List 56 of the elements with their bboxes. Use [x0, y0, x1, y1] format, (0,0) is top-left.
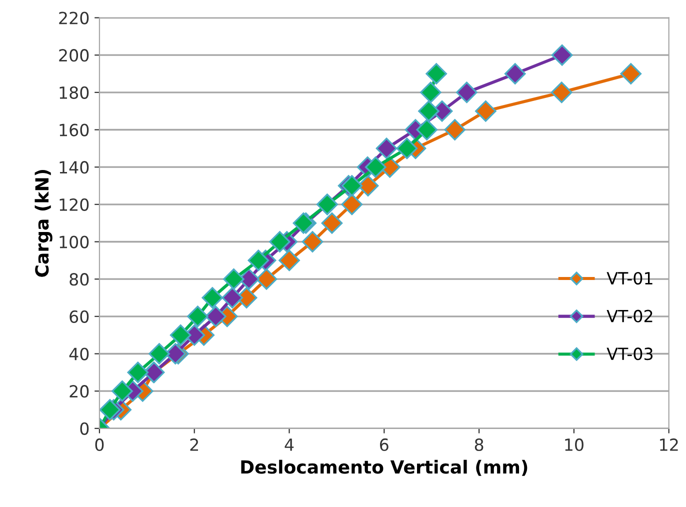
point: [202, 287, 224, 308]
point: [127, 362, 149, 384]
point: [426, 63, 448, 84]
legend-label: VT-03: [606, 348, 653, 360]
legend-label: VT-01: [606, 272, 652, 285]
y-tick-label: 0: [80, 422, 89, 435]
y-axis-title: Carga (kN): [34, 170, 52, 277]
point: [456, 82, 478, 104]
point: [248, 250, 270, 272]
point: [364, 156, 386, 178]
point: [222, 287, 243, 308]
x-axis-title: Deslocamento Vertical (mm): [241, 460, 528, 476]
point: [550, 82, 572, 104]
point: [99, 399, 121, 420]
x-tick-label: 4: [284, 438, 294, 451]
point: [620, 63, 642, 84]
point: [256, 268, 278, 290]
point: [321, 212, 343, 234]
x-tick-label: 8: [474, 438, 484, 452]
y-tick-label: 180: [60, 86, 89, 99]
x-tick-label: 10: [565, 438, 584, 452]
point: [420, 82, 442, 104]
point: [187, 306, 208, 328]
point: [396, 138, 418, 160]
y-tick-label: 120: [60, 198, 89, 211]
legend-label: VT-02: [606, 310, 652, 322]
point: [302, 231, 324, 252]
point: [148, 343, 170, 364]
y-tick-label: 160: [60, 124, 89, 136]
y-tick-label: 60: [70, 310, 89, 323]
point: [475, 100, 496, 122]
x-tick-label: 12: [660, 438, 678, 451]
y-tick-label: 80: [70, 273, 89, 286]
y-tick-label: 40: [69, 348, 89, 360]
y-tick-label: 20: [70, 385, 89, 398]
point: [551, 44, 573, 66]
y-tick-label: 200: [59, 49, 89, 62]
x-tick-label: 6: [380, 438, 388, 452]
point: [341, 175, 363, 196]
y-tick-label: 100: [60, 236, 89, 248]
point: [170, 324, 192, 346]
point: [444, 119, 466, 140]
point: [341, 194, 363, 216]
x-tick-label: 0: [95, 438, 104, 452]
point: [418, 100, 440, 122]
x-tick-label: 2: [190, 438, 198, 451]
point: [269, 231, 290, 252]
point: [278, 250, 300, 272]
y-tick-label: 140: [60, 161, 89, 174]
y-tick-label: 220: [59, 12, 89, 24]
point: [112, 380, 133, 402]
point: [223, 268, 244, 290]
point: [504, 63, 526, 84]
point: [416, 119, 438, 140]
point: [376, 138, 398, 160]
point: [205, 306, 226, 328]
